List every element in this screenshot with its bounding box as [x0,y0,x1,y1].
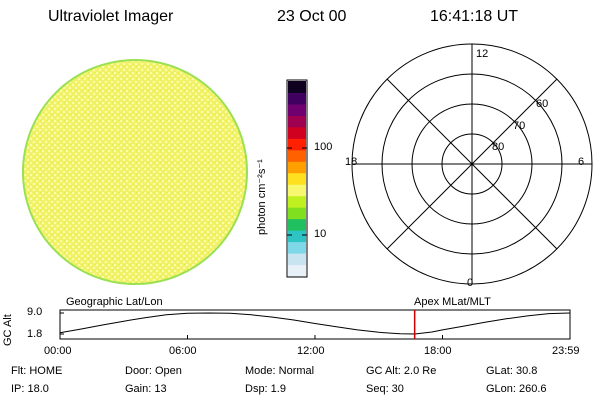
timeline-xtick-label-1800: 18:00 [424,345,452,357]
colorbar-segment [288,184,306,197]
status-gc-alt: GC Alt: 2.0 Re [366,365,437,377]
timeline-xticks [59,335,571,339]
status-gain: Gain: 13 [125,383,167,395]
time-label: 16:41:18 UT [430,8,519,25]
status-glat: GLat: 30.8 [486,365,538,377]
status-filter: Flt: HOME [11,365,63,377]
colorbar-units-label: photon cm⁻²s⁻¹ [256,159,268,235]
timeline-xtick-label-0600: 06:00 [169,345,197,357]
mlt-label-18: 18 [345,156,358,168]
colorbar-segment [288,264,306,277]
uv-image-disk [22,59,248,285]
colorbar [288,81,306,277]
timeline-xtick-label-0000: 00:00 [44,345,72,357]
timeline-ytick-label-9: 9.0 [27,306,43,318]
lat-label-70: 70 [513,120,526,132]
colorbar-segment [288,103,306,116]
status-seq: Seq: 30 [366,383,404,395]
lat-label-80: 80 [492,141,505,153]
colorbar-frame [286,79,308,278]
lat-label-60: 60 [536,98,549,110]
colorbar-segment [288,230,306,243]
mlt-label-12: 12 [476,48,489,60]
colorbar-segment [288,241,306,254]
polar-diagonal-2 [386,78,558,250]
status-door: Door: Open [125,365,182,377]
colorbar-segment [288,195,306,208]
colorbar-segment [288,92,306,105]
colorbar-segment [288,172,306,185]
mlt-label-0: 0 [467,277,474,289]
timeline-left-label: Geographic Lat/Lon [66,296,163,308]
altitude-series-line [59,312,571,335]
colorbar-segment [288,253,306,266]
colorbar-label-100: 100 [314,141,333,153]
colorbar-segment [288,207,306,220]
date-label: 23 Oct 00 [277,8,347,25]
timeline-frame [59,309,571,340]
timeline-xtick-label-1200: 12:00 [297,345,325,357]
colorbar-segment [288,149,306,162]
colorbar-segment [288,115,306,128]
timeline-ytick-label-1.8: 1.8 [27,328,43,340]
colorbar-segment [288,138,306,151]
status-mode: Mode: Normal [245,365,315,377]
colorbar-label-10: 10 [314,228,327,240]
mlt-label-6: 6 [578,156,585,168]
status-glon: GLon: 260.6 [486,383,547,395]
colorbar-segment [288,126,306,139]
timeline-right-label: Apex MLat/MLT [414,296,491,308]
colorbar-segment [288,81,306,93]
timeline-yaxis-label: GC Alt [2,314,14,346]
status-dsp: Dsp: 1.9 [245,383,286,395]
status-ip: IP: 18.0 [11,383,49,395]
colorbar-segment [288,161,306,174]
polar-grid [351,43,593,285]
timeline-xtick-label-2359: 23:59 [552,345,580,357]
instrument-title: Ultraviolet Imager [48,8,174,25]
colorbar-segment [288,218,306,231]
